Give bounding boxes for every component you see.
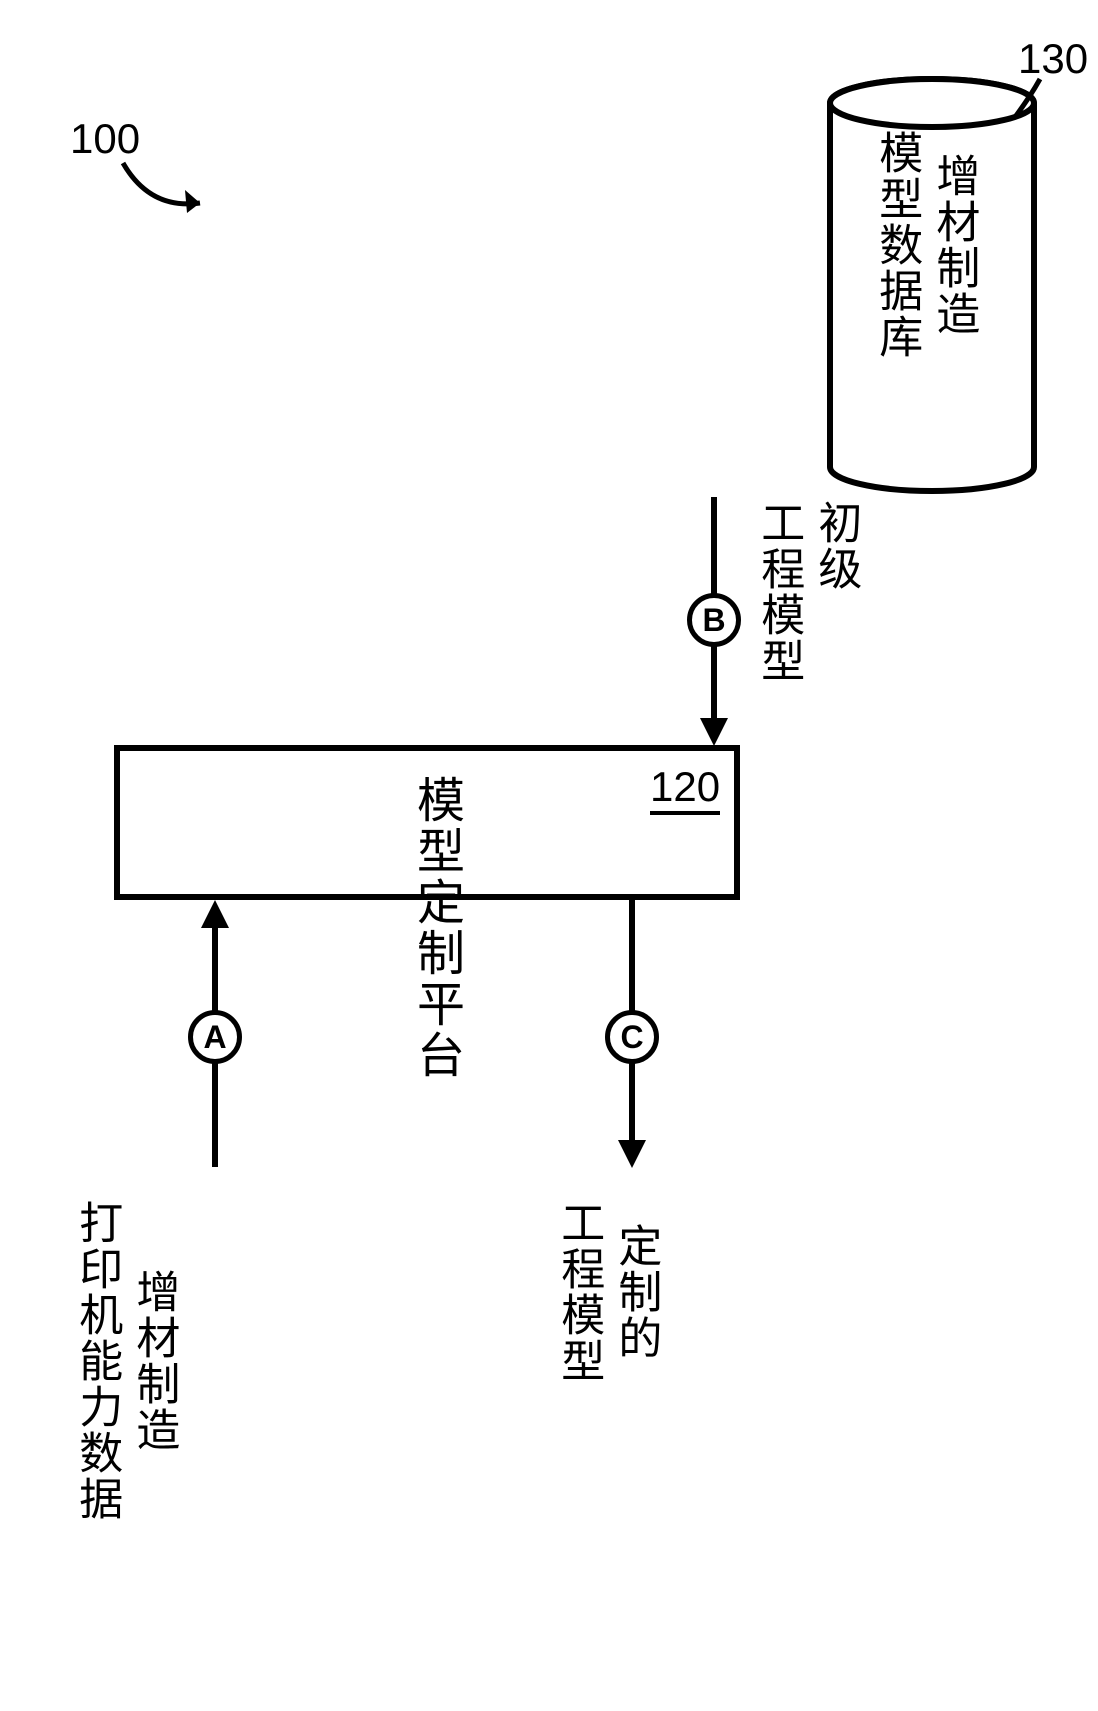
figure-number-arrow-icon <box>115 155 215 225</box>
platform-number: 120 <box>650 763 720 815</box>
platform-label: 模型定制平台 <box>400 775 470 1081</box>
database-number: 130 <box>1018 35 1088 83</box>
edge-b-circle: B <box>687 593 741 647</box>
edge-b-label: 初级工程模型 <box>750 500 864 684</box>
edge-b-arrowhead-icon <box>700 718 728 746</box>
edge-c-circle: C <box>605 1010 659 1064</box>
system-diagram: 100 130 增材制造模型数据库 模型定制平台 120 B 初级工程模型 A … <box>0 0 1098 1711</box>
edge-a-arrowhead-icon <box>201 900 229 928</box>
edge-a-label: 增材制造打印机能力数据 <box>68 1200 182 1522</box>
edge-c-arrowhead-icon <box>618 1140 646 1168</box>
edge-a-circle: A <box>188 1010 242 1064</box>
database-label: 增材制造模型数据库 <box>868 130 982 360</box>
edge-c-label: 定制的工程模型 <box>550 1200 664 1384</box>
database-number-tick-icon <box>1010 77 1050 122</box>
